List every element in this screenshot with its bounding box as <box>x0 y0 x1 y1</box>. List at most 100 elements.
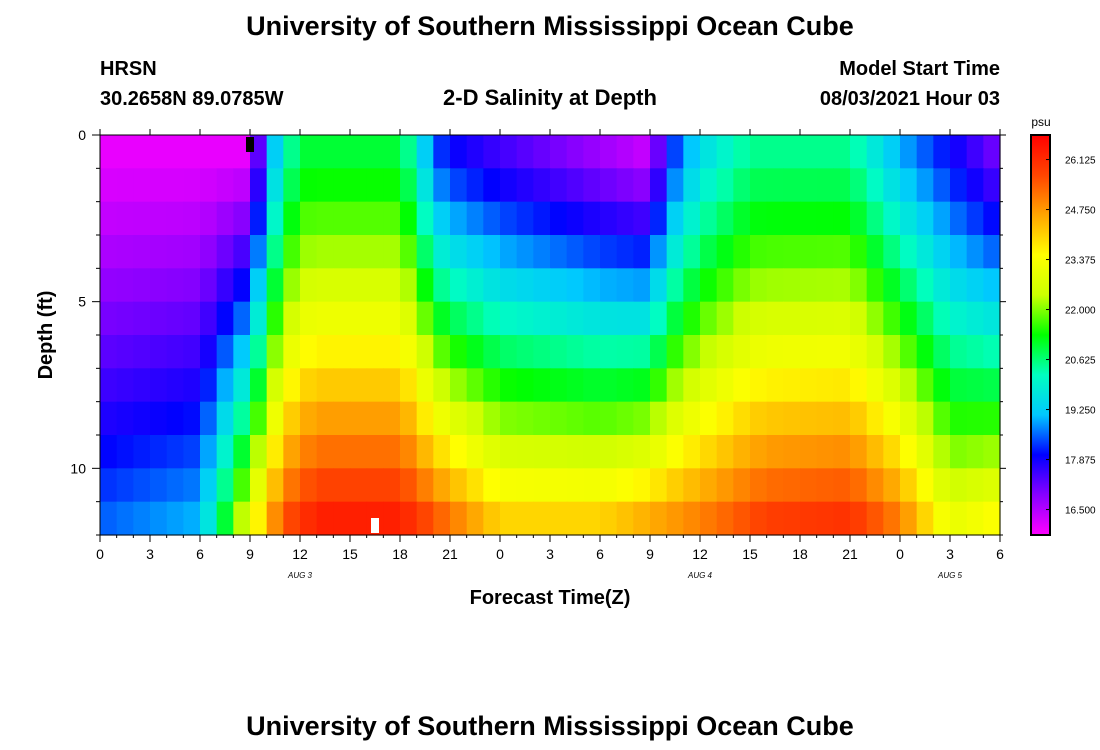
heatmap-cell <box>950 235 968 269</box>
heatmap-cell <box>950 501 968 536</box>
heatmap-cell <box>800 201 818 236</box>
heatmap-cell <box>350 201 368 236</box>
x-tick-label: 3 <box>146 546 154 562</box>
colorbar-tick-label: 16.500 <box>1065 506 1096 517</box>
heatmap-cell <box>516 435 534 469</box>
heatmap-cell <box>600 368 618 403</box>
heatmap-cell <box>733 368 751 403</box>
heatmap-cell <box>700 268 718 303</box>
heatmap-cell <box>950 435 968 469</box>
heatmap-cell <box>183 135 201 169</box>
heatmap-cell <box>800 435 818 469</box>
heatmap-cell <box>816 501 834 536</box>
heatmap-cell <box>983 501 1001 536</box>
heatmap-cell <box>450 168 468 203</box>
heatmap-cell <box>433 268 451 303</box>
heatmap-cell <box>283 468 301 503</box>
colorbar-tick-label: 22.000 <box>1065 306 1096 317</box>
heatmap-cell <box>850 135 868 169</box>
heatmap-cell <box>450 468 468 503</box>
heatmap-cell <box>500 201 518 236</box>
heatmap-cell <box>750 235 768 269</box>
heatmap-cell <box>200 401 218 436</box>
heatmap-cell <box>633 501 651 536</box>
colorbar-tick-label: 24.750 <box>1065 206 1096 217</box>
heatmap-cell <box>616 201 634 236</box>
heatmap-cell <box>566 135 584 169</box>
heatmap-cell <box>466 435 484 469</box>
heatmap-cell <box>350 401 368 436</box>
heatmap-cell <box>550 235 568 269</box>
heatmap-cell <box>650 201 668 236</box>
heatmap-cell <box>650 501 668 536</box>
heatmap-cell <box>733 501 751 536</box>
heatmap-cell <box>166 135 184 169</box>
heatmap-cell <box>933 235 951 269</box>
heatmap-cell <box>583 468 601 503</box>
heatmap-cell <box>533 201 551 236</box>
heatmap-cell <box>833 368 851 403</box>
heatmap-cell <box>150 301 168 336</box>
heatmap-cell <box>383 335 401 369</box>
heatmap-cell <box>983 335 1001 369</box>
heatmap-cell <box>900 401 918 436</box>
heatmap-cell <box>366 435 384 469</box>
x-tick-label: 3 <box>946 546 954 562</box>
heatmap-cell <box>816 368 834 403</box>
heatmap-cell <box>766 501 784 536</box>
heatmap-cell <box>266 301 284 336</box>
heatmap-cell <box>400 401 418 436</box>
heatmap-cell <box>250 301 268 336</box>
heatmap-cell <box>950 268 968 303</box>
heatmap-cell <box>116 268 134 303</box>
heatmap-cell <box>433 201 451 236</box>
heatmap-cell <box>383 135 401 169</box>
heatmap-cell <box>666 468 684 503</box>
heatmap-cell <box>683 135 701 169</box>
heatmap-cell <box>500 301 518 336</box>
heatmap-cell <box>850 335 868 369</box>
heatmap-cell <box>116 201 134 236</box>
x-tick-label: 18 <box>392 546 408 562</box>
heatmap-cell <box>366 468 384 503</box>
heatmap-cell <box>333 401 351 436</box>
heatmap-cell <box>533 301 551 336</box>
heatmap-cell <box>183 401 201 436</box>
x-tick-label: 12 <box>292 546 308 562</box>
heatmap-cell <box>100 468 118 503</box>
heatmap-cell <box>350 468 368 503</box>
heatmap-cell <box>450 501 468 536</box>
heatmap-cell <box>566 401 584 436</box>
heatmap-cell <box>850 268 868 303</box>
heatmap-cell <box>166 468 184 503</box>
colorbar-tick-label: 26.125 <box>1065 156 1096 167</box>
heatmap-cell <box>300 301 318 336</box>
heatmap-cell <box>233 435 251 469</box>
heatmap-cell <box>400 468 418 503</box>
heatmap-cell <box>516 235 534 269</box>
heatmap-cell <box>133 401 151 436</box>
heatmap-cell <box>966 135 984 169</box>
heatmap-cell <box>550 468 568 503</box>
heatmap-cell <box>300 435 318 469</box>
colorbar-tick-label: 17.875 <box>1065 456 1096 467</box>
heatmap-cell <box>133 168 151 203</box>
heatmap-cell <box>866 301 884 336</box>
heatmap-cell <box>800 401 818 436</box>
heatmap-cell <box>450 435 468 469</box>
heatmap-cell <box>783 268 801 303</box>
heatmap-cell <box>216 401 234 436</box>
heatmap-cell <box>900 501 918 536</box>
heatmap-cell <box>550 135 568 169</box>
heatmap-cell <box>816 401 834 436</box>
heatmap-cell <box>466 501 484 536</box>
heatmap-cell <box>933 201 951 236</box>
heatmap-cell <box>100 268 118 303</box>
heatmap-cell <box>750 135 768 169</box>
x-tick-label: 6 <box>996 546 1004 562</box>
heatmap-cell <box>583 435 601 469</box>
heatmap-cell <box>550 201 568 236</box>
heatmap-cell <box>450 401 468 436</box>
heatmap-cell <box>683 168 701 203</box>
heatmap-cell <box>950 168 968 203</box>
